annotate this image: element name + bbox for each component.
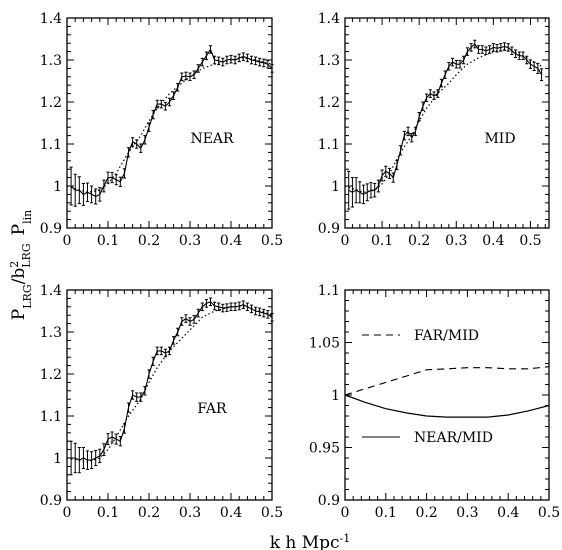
y-axis-title-p: P: [9, 309, 29, 320]
y-tick-label: 1.3: [40, 325, 62, 341]
measured-power-curve: [71, 301, 273, 461]
y-tick-label: 1.4: [318, 11, 340, 27]
x-tick-label: 0.4: [482, 233, 504, 249]
x-tick-label: 0.2: [138, 233, 160, 249]
measured-power-curve: [348, 43, 543, 196]
x-tick-label: 0.2: [415, 505, 437, 521]
y-tick-label: 1: [331, 179, 340, 195]
y-tick-label: 1.2: [318, 95, 340, 111]
y-tick-label: 1.1: [318, 137, 340, 153]
x-tick-label: 0.1: [371, 233, 393, 249]
y-tick-label: 0.9: [318, 493, 340, 509]
y-axis-title-b-sup: 2: [8, 261, 21, 268]
x-tick-label: 0.1: [97, 233, 119, 249]
linear-theory-curve: [66, 306, 273, 463]
panel-1: 0 0.1 0.2 0.3 0.4 0.5 0.9 1 1.1 1.2 1.3 1.4 NEAR: [40, 11, 283, 249]
linear-theory-curve: [66, 57, 273, 193]
panel-label: MID: [484, 131, 515, 147]
ratio-curve-solid: [344, 394, 550, 418]
x-axis-title-sup: -1: [340, 532, 351, 545]
measured-power-curve: [70, 48, 273, 198]
x-tick-label: 0.2: [408, 233, 430, 249]
plot-frame: [344, 17, 550, 229]
linear-theory-curve: [344, 48, 542, 193]
x-axis-title-main: k h Mpc: [270, 533, 340, 550]
legend-label: NEAR/MID: [414, 430, 493, 446]
x-tick-label: 0.3: [445, 233, 467, 249]
y-tick-label: 1.2: [40, 367, 62, 383]
x-tick-label: 0.3: [179, 233, 201, 249]
plot-frame: [66, 17, 273, 229]
x-tick-label: 0.4: [220, 505, 242, 521]
x-tick-label: 0.5: [261, 505, 283, 521]
y-tick-label: 1.4: [40, 283, 62, 299]
y-axis-title-slash-b: /b: [9, 268, 29, 285]
y-tick-label: 0.9: [40, 493, 62, 509]
y-tick-label: 0.9: [40, 221, 62, 237]
y-tick-label: 1: [53, 179, 62, 195]
x-tick-label: 0.4: [220, 233, 242, 249]
panel-label: NEAR: [190, 131, 234, 147]
y-axis-title: PLRG/b2LRGPlin: [8, 210, 34, 320]
y-tick-label: 0.95: [309, 441, 340, 457]
x-tick-label: 0: [341, 505, 350, 521]
x-tick-label: 0.2: [138, 505, 160, 521]
y-tick-label: 1.1: [40, 409, 62, 425]
x-tick-label: 0.4: [497, 505, 519, 521]
x-tick-label: 0.3: [456, 505, 478, 521]
x-tick-label: 0.5: [261, 233, 283, 249]
y-tick-label: 1.4: [40, 11, 62, 27]
panel-label: FAR: [197, 401, 227, 417]
x-tick-label: 0.5: [519, 233, 541, 249]
panel-3: 0 0.1 0.2 0.3 0.4 0.5 0.9 1 1.1 1.2 1.3 1.4 FAR: [40, 283, 283, 521]
x-tick-label: 0.1: [97, 505, 119, 521]
plot-frame: [66, 289, 273, 501]
y-axis-title-p-sub: LRG: [21, 284, 34, 308]
plot-frame: [344, 289, 550, 501]
y-tick-label: 1: [331, 388, 340, 404]
x-tick-label: 0: [63, 233, 72, 249]
x-tick-label: 0: [63, 505, 72, 521]
x-tick-label: 0: [341, 233, 350, 249]
y-tick-label: 1.1: [40, 137, 62, 153]
y-axis-title-plin-sub: lin: [21, 210, 34, 224]
x-tick-label: 0.1: [375, 505, 397, 521]
x-axis-title: k h Mpc-1: [270, 532, 351, 550]
y-tick-label: 0.9: [318, 221, 340, 237]
y-tick-label: 1: [53, 451, 62, 467]
y-tick-label: 1.05: [309, 336, 340, 352]
panel-4: 0 0.1 0.2 0.3 0.4 0.5 0.9 0.95 1 1.05 1.1 FAR/MID NE…: [309, 283, 560, 521]
x-tick-label: 0.3: [179, 505, 201, 521]
y-tick-label: 1.3: [40, 53, 62, 69]
ratio-curve-dashed: [344, 366, 550, 396]
x-tick-label: 0.5: [538, 505, 560, 521]
legend-label: FAR/MID: [414, 328, 479, 344]
y-axis-title-plin: P: [9, 224, 29, 235]
y-axis-title-b-sub: LRG: [20, 243, 33, 267]
y-tick-label: 1.2: [40, 95, 62, 111]
panels-group: 0 0.1 0.2 0.3 0.4 0.5 0.9 1 1.1 1.2 1.3 1.4 NEAR 0 0.1…: [40, 11, 560, 521]
y-tick-label: 1.1: [318, 283, 340, 299]
panel-2: 0 0.1 0.2 0.3 0.4 0.5 0.9 1 1.1 1.2 1.3 1.4 MID: [318, 11, 550, 249]
y-tick-label: 1.3: [318, 53, 340, 69]
